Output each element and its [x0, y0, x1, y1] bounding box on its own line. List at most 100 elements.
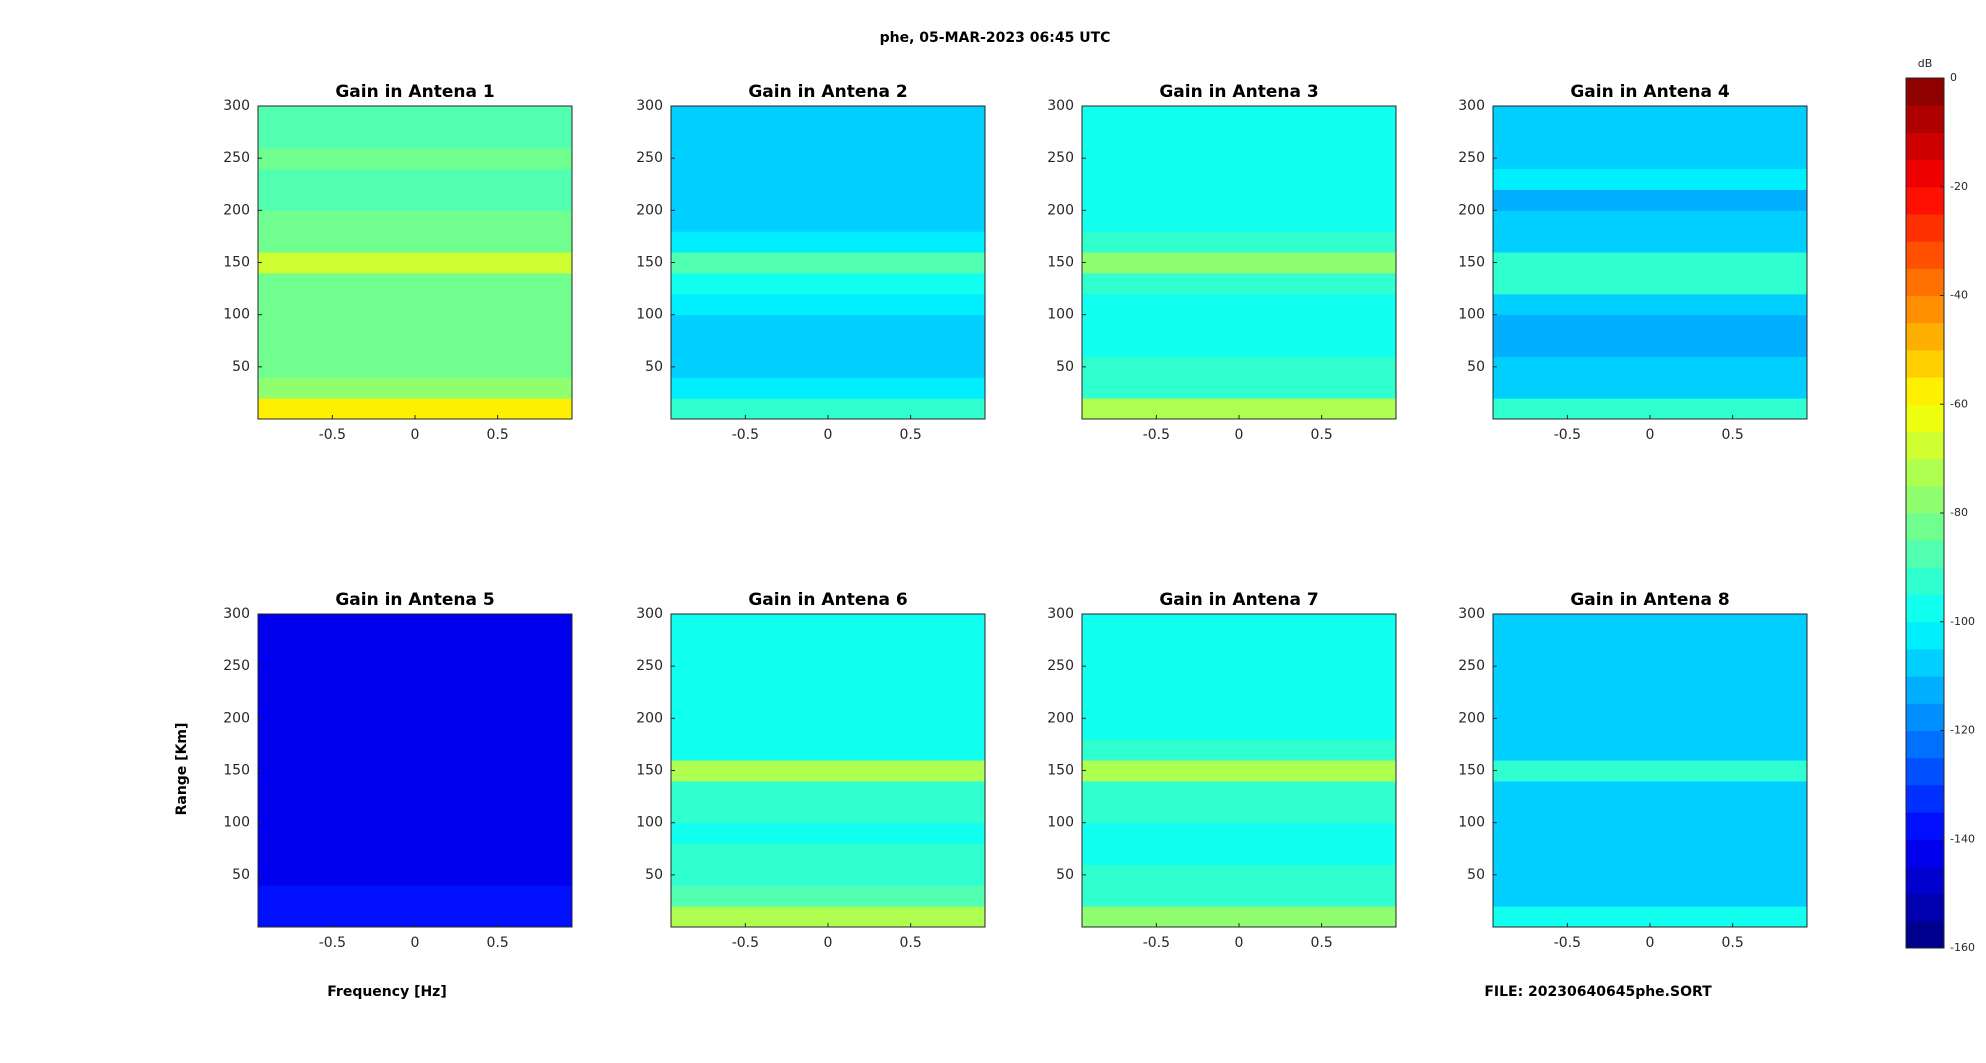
x-tick-label: -0.5: [1554, 935, 1581, 951]
heatmap-cell: [1493, 189, 1807, 211]
y-tick-label: 250: [223, 150, 250, 166]
heatmap-cell: [1082, 760, 1396, 782]
colorbar-tick-label: 0: [1950, 71, 1957, 84]
heatmap-cell: [1082, 210, 1396, 232]
x-tick-label: 0.5: [486, 427, 508, 443]
x-tick-label: 0: [1235, 427, 1244, 443]
heatmap-cell: [671, 760, 985, 782]
y-tick-label: 150: [636, 255, 663, 271]
y-tick-label: 250: [636, 150, 663, 166]
y-tick-label: 300: [636, 606, 663, 622]
y-axis-label: Range [Km]: [174, 723, 190, 816]
x-tick-label: 0.5: [1721, 935, 1743, 951]
colorbar-swatch: [1906, 431, 1944, 460]
colorbar-swatch: [1906, 105, 1944, 133]
colorbar-swatch: [1906, 784, 1944, 813]
heatmap-cell: [671, 231, 985, 253]
heatmap-cell: [258, 885, 572, 907]
heatmap-cell: [1493, 906, 1807, 928]
colorbar-swatch: [1906, 757, 1944, 786]
panel-title: Gain in Antena 1: [335, 82, 494, 102]
heatmap-cell: [1493, 293, 1807, 316]
colorbar-swatch: [1906, 377, 1944, 405]
y-tick-label: 300: [1458, 98, 1485, 114]
y-tick-label: 150: [223, 255, 250, 271]
heatmap-cell: [671, 210, 985, 232]
colorbar-swatch: [1906, 676, 1944, 704]
panel-title: Gain in Antena 7: [1159, 590, 1318, 610]
x-tick-label: -0.5: [319, 935, 346, 951]
colorbar-tick-label: -20: [1950, 180, 1968, 193]
x-tick-label: 0: [411, 427, 420, 443]
heatmap-cell: [1493, 718, 1807, 740]
colorbar-swatch: [1906, 132, 1944, 161]
y-tick-label: 300: [223, 98, 250, 114]
heatmap-cell: [1082, 168, 1396, 190]
y-tick-label: 50: [1467, 867, 1485, 883]
panel-title: Gain in Antena 8: [1570, 590, 1729, 610]
heatmap-cell: [258, 126, 572, 149]
x-tick-label: -0.5: [319, 427, 346, 443]
colorbar-tick-label: -40: [1950, 289, 1968, 302]
heatmap-cell: [1493, 780, 1807, 803]
heatmap-cell: [258, 718, 572, 740]
heatmap-cell: [258, 843, 572, 865]
heatmap-cell: [1082, 147, 1396, 170]
y-tick-label: 100: [1047, 815, 1074, 831]
y-tick-label: 50: [645, 359, 663, 375]
y-tick-label: 300: [1458, 606, 1485, 622]
heatmap-cell: [1493, 252, 1807, 274]
colorbar-swatch: [1906, 268, 1944, 296]
heatmap-cell: [1082, 885, 1396, 907]
heatmap-cell: [1082, 189, 1396, 211]
heatmap-cell: [671, 272, 985, 295]
x-tick-label: 0.5: [1721, 427, 1743, 443]
heatmap-cell: [258, 398, 572, 420]
colorbar-swatch: [1906, 485, 1944, 514]
x-tick-label: -0.5: [732, 935, 759, 951]
y-tick-label: 100: [636, 815, 663, 831]
y-tick-label: 100: [223, 307, 250, 323]
heatmap-cell: [1082, 697, 1396, 719]
heatmap-cell: [1493, 676, 1807, 698]
heatmap-cell: [1493, 106, 1807, 128]
heatmap-cell: [258, 252, 572, 274]
heatmap-cell: [1082, 676, 1396, 698]
colorbar-swatch: [1906, 594, 1944, 623]
y-tick-label: 100: [1047, 307, 1074, 323]
y-tick-label: 300: [1047, 98, 1074, 114]
y-tick-label: 200: [223, 202, 250, 218]
heatmap-cell: [1493, 147, 1807, 170]
colorbar-swatch: [1906, 920, 1944, 949]
heatmap-cell: [1493, 614, 1807, 636]
heatmap-cell: [258, 801, 572, 824]
x-tick-label: -0.5: [732, 427, 759, 443]
y-tick-label: 100: [1458, 307, 1485, 323]
y-tick-label: 50: [1467, 359, 1485, 375]
heatmap-cell: [1493, 760, 1807, 782]
heatmap-cell: [671, 614, 985, 636]
x-tick-label: -0.5: [1143, 427, 1170, 443]
y-tick-label: 250: [1458, 150, 1485, 166]
heatmap-cell: [1082, 314, 1396, 337]
colorbar-tick-label: -60: [1950, 397, 1968, 410]
heatmap-cell: [258, 760, 572, 782]
heatmap-cell: [671, 843, 985, 865]
heatmap-cell: [1082, 864, 1396, 886]
colorbar-swatch: [1906, 866, 1944, 895]
colorbar-swatch: [1906, 730, 1944, 759]
heatmap-cell: [671, 801, 985, 824]
heatmap-cell: [1082, 718, 1396, 740]
heatmap-cell: [258, 906, 572, 928]
x-axis-label: Frequency [Hz]: [327, 984, 446, 1000]
colorbar-swatch: [1906, 567, 1944, 596]
panel-title: Gain in Antena 2: [748, 82, 907, 102]
heatmap-cell: [258, 377, 572, 399]
y-tick-label: 150: [223, 763, 250, 779]
colorbar-swatch: [1906, 839, 1944, 867]
heatmap-cell: [671, 655, 985, 678]
x-tick-label: 0.5: [899, 935, 921, 951]
heatmap-cell: [258, 697, 572, 719]
colorbar-swatch: [1906, 349, 1944, 378]
colorbar-swatch: [1906, 78, 1944, 106]
